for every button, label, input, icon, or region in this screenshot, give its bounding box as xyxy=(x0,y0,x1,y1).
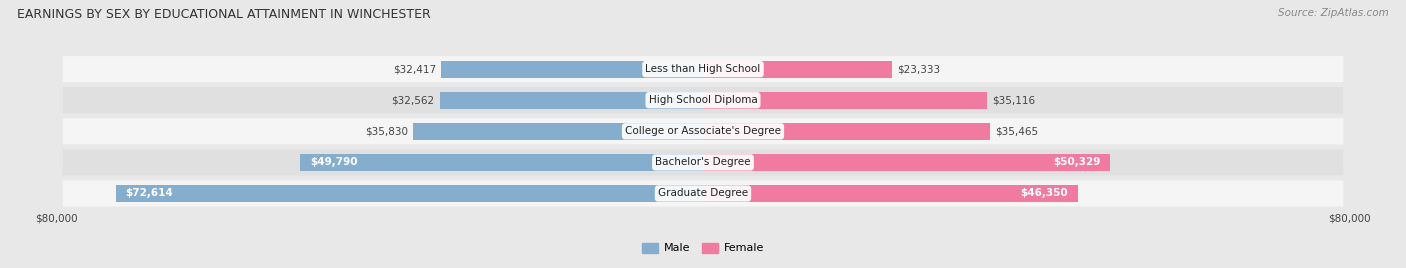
Bar xyxy=(301,154,703,171)
Bar xyxy=(115,185,703,202)
FancyBboxPatch shape xyxy=(63,118,1343,144)
Text: Source: ZipAtlas.com: Source: ZipAtlas.com xyxy=(1278,8,1389,18)
Text: $23,333: $23,333 xyxy=(897,64,941,74)
Text: $35,830: $35,830 xyxy=(366,126,408,136)
Bar xyxy=(703,123,990,140)
Bar xyxy=(703,185,1078,202)
Text: $46,350: $46,350 xyxy=(1021,188,1069,199)
Text: $72,614: $72,614 xyxy=(125,188,173,199)
Bar xyxy=(413,123,703,140)
Text: $35,465: $35,465 xyxy=(995,126,1038,136)
FancyBboxPatch shape xyxy=(63,149,1343,176)
Text: Graduate Degree: Graduate Degree xyxy=(658,188,748,199)
Bar xyxy=(441,61,703,78)
Legend: Male, Female: Male, Female xyxy=(637,238,769,258)
Text: $50,329: $50,329 xyxy=(1053,157,1099,168)
Text: $35,116: $35,116 xyxy=(993,95,1035,105)
Text: EARNINGS BY SEX BY EDUCATIONAL ATTAINMENT IN WINCHESTER: EARNINGS BY SEX BY EDUCATIONAL ATTAINMEN… xyxy=(17,8,430,21)
Bar xyxy=(703,61,891,78)
Text: Less than High School: Less than High School xyxy=(645,64,761,74)
FancyBboxPatch shape xyxy=(63,56,1343,82)
Text: $32,417: $32,417 xyxy=(392,64,436,74)
Bar xyxy=(703,92,987,109)
Text: $49,790: $49,790 xyxy=(311,157,357,168)
Text: $32,562: $32,562 xyxy=(391,95,434,105)
Text: College or Associate's Degree: College or Associate's Degree xyxy=(626,126,780,136)
Bar xyxy=(703,154,1109,171)
FancyBboxPatch shape xyxy=(63,180,1343,207)
Text: Bachelor's Degree: Bachelor's Degree xyxy=(655,157,751,168)
Text: High School Diploma: High School Diploma xyxy=(648,95,758,105)
FancyBboxPatch shape xyxy=(63,87,1343,113)
Bar xyxy=(440,92,703,109)
